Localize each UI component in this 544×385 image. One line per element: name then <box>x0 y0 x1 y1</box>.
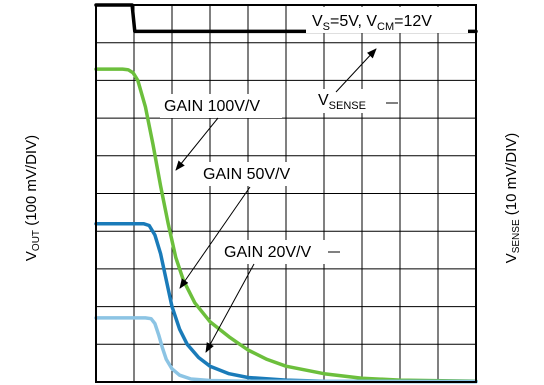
vsense-label-sub: SENSE <box>329 100 366 112</box>
gain20-label-bg <box>220 240 330 264</box>
right-axis-label-main: V <box>503 253 520 263</box>
gain20-label: GAIN 20V/V <box>224 244 311 261</box>
gain100-label-bg <box>160 94 282 118</box>
condition-vcm-sub: CM <box>377 21 394 33</box>
gain100-arrow <box>175 117 219 171</box>
left-axis-label-rest: (100 mV/DIV) <box>23 135 40 230</box>
condition-vs: V <box>312 13 323 30</box>
condition-mid: =5V, V <box>330 13 377 30</box>
vsense-label: VSENSE <box>318 92 366 112</box>
right-axis-label-rest: (10 mV/DIV) <box>503 133 520 220</box>
left-axis-label-sub: OUT <box>31 230 42 251</box>
left-axis-label-main: V <box>23 251 40 261</box>
series-line-gain20 <box>94 316 478 384</box>
condition-vs-sub: S <box>323 21 330 33</box>
grid <box>96 5 476 382</box>
right-axis-label: VSENSE (10 mV/DIV) <box>503 133 522 264</box>
condition-end: =12V <box>394 13 432 30</box>
gain100-label: GAIN 100V/V <box>164 98 260 115</box>
vsense-label-bg <box>314 89 388 113</box>
series-line-gain50 <box>94 221 478 384</box>
condition-label: VS=5V, VCM=12V <box>312 13 432 33</box>
gain50-label: GAIN 50V/V <box>203 166 290 183</box>
right-axis-label-sub: SENSE <box>511 219 522 253</box>
gain20-arrow <box>205 263 255 353</box>
condition-label-bg <box>306 7 468 33</box>
vsense-arrow <box>335 48 377 93</box>
left-axis-label: VOUT (100 mV/DIV) <box>23 135 42 261</box>
vsense-label-main: V <box>318 92 329 109</box>
gain50-arrow <box>179 186 251 289</box>
plot-frame <box>95 4 477 383</box>
gain50-label-bg <box>199 162 311 186</box>
